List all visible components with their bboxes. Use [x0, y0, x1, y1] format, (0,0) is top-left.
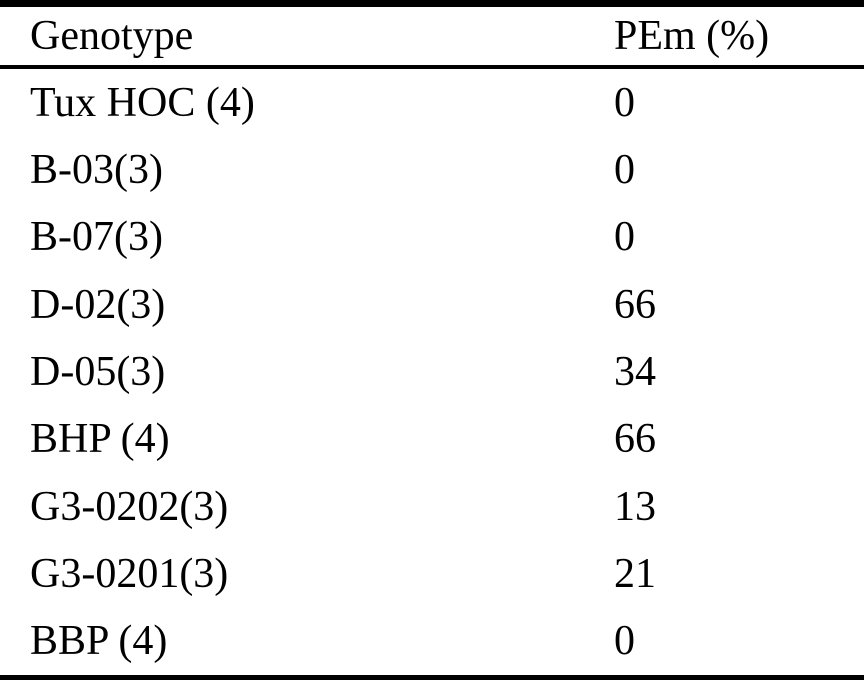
pem-cell: 13	[614, 483, 656, 530]
table-row: BHP (4) 66	[0, 406, 864, 473]
table-row: G3-0201(3) 21	[0, 540, 864, 607]
table-row: B-03(3) 0	[0, 136, 864, 203]
pem-cell: 66	[614, 281, 656, 328]
pem-cell: 0	[614, 147, 635, 194]
column-header-genotype: Genotype	[30, 13, 194, 59]
genotype-cell: B-03(3)	[30, 147, 163, 194]
pem-cell: 21	[614, 550, 656, 597]
genotype-cell: BHP (4)	[30, 416, 170, 463]
pem-cell: 34	[614, 348, 656, 395]
genotype-cell: G3-0201(3)	[30, 550, 229, 597]
table-row: G3-0202(3) 13	[0, 473, 864, 540]
column-header-pem: PEm (%)	[614, 13, 770, 59]
genotype-cell: G3-0202(3)	[30, 483, 229, 530]
table-row: B-07(3) 0	[0, 204, 864, 271]
genotype-cell: B-07(3)	[30, 214, 163, 261]
pem-cell: 66	[614, 416, 656, 463]
genotype-cell: D-05(3)	[30, 348, 166, 395]
header-row: Genotype PEm (%)	[0, 4, 864, 67]
table-row: Tux HOC (4) 0	[0, 67, 864, 136]
genotype-cell: BBP (4)	[30, 618, 168, 665]
table-body: Tux HOC (4) 0 B-03(3) 0 B-07(3) 0 D-02(3) 66 D-0…	[0, 67, 864, 678]
table-row: D-05(3) 34	[0, 338, 864, 405]
pem-cell: 0	[614, 618, 635, 665]
genotype-cell: D-02(3)	[30, 281, 166, 328]
table-row: BBP (4) 0	[0, 608, 864, 678]
pem-cell: 0	[614, 79, 635, 126]
table-row: D-02(3) 66	[0, 271, 864, 338]
genotype-cell: Tux HOC (4)	[30, 79, 255, 126]
table-header: Genotype PEm (%)	[0, 4, 864, 67]
pem-cell: 0	[614, 214, 635, 261]
